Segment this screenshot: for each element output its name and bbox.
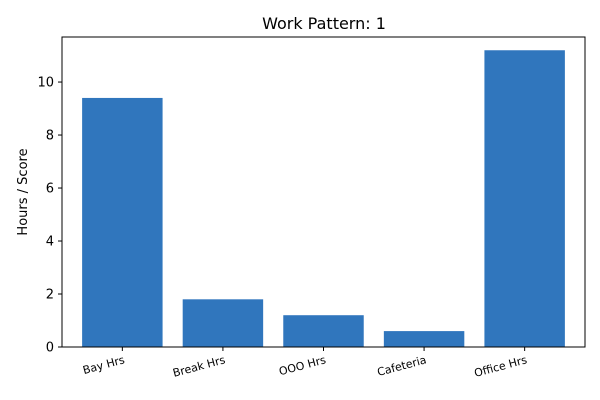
bar-ooo-hrs [283,315,364,347]
chart-title: Work Pattern: 1 [262,14,386,33]
y-tick-label: 4 [46,235,54,250]
y-tick-label: 2 [46,288,54,303]
y-axis: 0 2 4 6 8 10 [37,76,62,356]
y-tick-label: 8 [46,129,54,144]
y-tick-label: 6 [46,182,54,197]
x-tick-label: Office Hrs [473,353,529,380]
x-tick-label: Cafeteria [376,353,428,379]
y-axis-label: Hours / Score [16,148,31,235]
x-tick-label: Bay Hrs [81,353,126,377]
y-tick-label: 10 [37,76,54,91]
bars-group [82,50,565,347]
x-tick-label: Break Hrs [171,353,227,380]
x-tick-label: OOO Hrs [278,353,328,378]
bar-break-hrs [182,299,264,347]
y-tick-label: 0 [46,341,54,356]
plot-frame [61,36,586,348]
bar-bay-hrs [82,97,163,347]
bar-office-hrs [484,50,565,347]
x-axis: Bay Hrs Break Hrs OOO Hrs Cafeteria Office H… [81,347,529,380]
bar-cafeteria [383,331,465,347]
